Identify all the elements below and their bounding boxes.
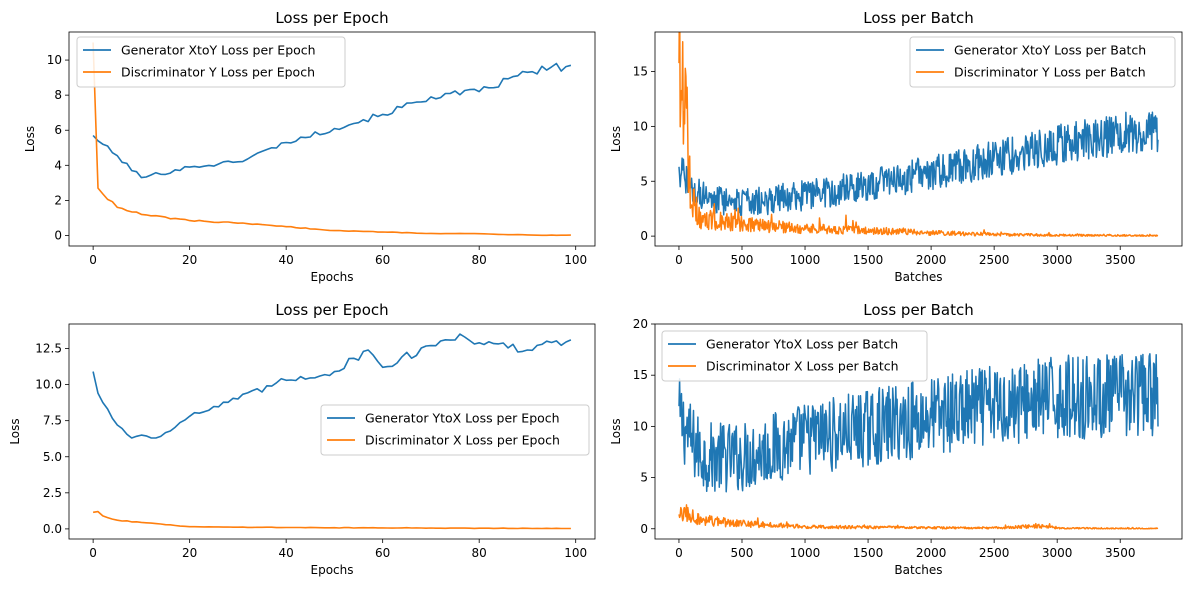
y-axis-label: Loss xyxy=(609,126,623,152)
x-tick-label: 100 xyxy=(564,546,587,560)
legend: Generator XtoY Loss per Batch Discriminat… xyxy=(909,36,1176,88)
x-tick-label: 1000 xyxy=(790,253,821,267)
chart-title: Loss per Batch xyxy=(863,301,973,319)
y-tick-label: 5.0 xyxy=(43,450,62,464)
y-tick-label: 15 xyxy=(633,368,648,382)
y-tick-label: 5 xyxy=(640,471,648,485)
chart-title: Loss per Epoch xyxy=(275,301,388,319)
x-tick-label: 80 xyxy=(472,546,487,560)
x-tick-label: 20 xyxy=(182,546,197,560)
x-tick-label: 2000 xyxy=(916,253,947,267)
y-tick-label: 10.0 xyxy=(35,378,62,392)
x-tick-label: 0 xyxy=(675,546,683,560)
x-tick-label: 2500 xyxy=(979,546,1010,560)
y-tick-label: 12.5 xyxy=(35,342,62,356)
axes-frame xyxy=(654,31,1183,247)
series-line-2 xyxy=(92,42,571,237)
x-tick-label: 100 xyxy=(564,253,587,267)
series-line-2 xyxy=(678,504,1159,530)
series-line-2 xyxy=(678,32,1159,237)
x-tick-label: 3000 xyxy=(1042,253,1073,267)
x-tick-label: 60 xyxy=(375,546,390,560)
y-tick-label: 6 xyxy=(54,123,62,137)
legend-box xyxy=(76,36,346,88)
x-tick-label: 3500 xyxy=(1105,253,1136,267)
legend-box xyxy=(909,36,1176,88)
x-axis-label: Epochs xyxy=(311,270,354,284)
y-tick-label: 0.0 xyxy=(43,522,62,536)
legend-label: Generator YtoX Loss per Batch xyxy=(706,337,898,352)
axes-frame xyxy=(654,323,1183,540)
x-tick-label: 2000 xyxy=(916,546,947,560)
x-tick-label: 3000 xyxy=(1042,546,1073,560)
y-tick-label: 7.5 xyxy=(43,414,62,428)
x-tick-label: 0 xyxy=(89,253,97,267)
chart-panel-2: 0 500 1000 1500 2000 2500 3000 3500 0 5 10 15 Loss p… xyxy=(609,9,1183,284)
legend: Generator XtoY Loss per Epoch Discriminat… xyxy=(76,36,346,88)
x-tick-label: 40 xyxy=(279,546,294,560)
y-tick-label: 8 xyxy=(54,88,62,102)
series-line-1 xyxy=(92,333,572,439)
x-tick-label: 1000 xyxy=(790,546,821,560)
y-tick-label: 4 xyxy=(54,158,62,172)
y-tick-label: 5 xyxy=(640,174,648,188)
series-line-1 xyxy=(92,62,572,179)
y-tick-label: 0 xyxy=(640,522,648,536)
x-tick-label: 40 xyxy=(279,253,294,267)
legend-box xyxy=(661,330,928,382)
y-tick-label: 0 xyxy=(54,228,62,242)
y-axis-label: Loss xyxy=(8,418,22,444)
y-tick-label: 10 xyxy=(633,419,648,433)
y-axis-label: Loss xyxy=(609,418,623,444)
legend-label: Discriminator Y Loss per Batch xyxy=(954,65,1146,80)
legend: Generator YtoX Loss per Epoch Discriminat… xyxy=(320,404,590,456)
x-tick-label: 20 xyxy=(182,253,197,267)
x-tick-label: 3500 xyxy=(1105,546,1136,560)
y-tick-label: 10 xyxy=(633,119,648,133)
x-tick-label: 500 xyxy=(731,546,754,560)
chart-panel-1: 0 20 40 60 80 100 0 2 4 6 8 10 Loss per Epoch Epochs L… xyxy=(23,9,596,284)
y-axis-label: Loss xyxy=(23,126,37,152)
chart-panel-3: 0 20 40 60 80 100 0.0 2.5 5.0 7.5 10.0 12.5 Loss per… xyxy=(8,301,596,577)
y-tick-label: 15 xyxy=(633,65,648,79)
x-tick-label: 80 xyxy=(472,253,487,267)
legend-box xyxy=(320,404,590,456)
x-tick-label: 1500 xyxy=(853,546,884,560)
series-line-2 xyxy=(92,510,571,530)
legend-label: Discriminator Y Loss per Epoch xyxy=(121,65,315,80)
x-axis-label: Batches xyxy=(894,270,942,284)
legend-label: Discriminator X Loss per Batch xyxy=(706,359,899,374)
legend: Generator YtoX Loss per Batch Discriminat… xyxy=(661,330,928,382)
legend-label: Generator XtoY Loss per Epoch xyxy=(121,43,316,58)
y-tick-label: 0 xyxy=(640,229,648,243)
y-tick-label: 2.5 xyxy=(43,486,62,500)
series-line-1 xyxy=(678,111,1159,217)
legend-label: Discriminator X Loss per Epoch xyxy=(365,433,560,448)
x-tick-label: 60 xyxy=(375,253,390,267)
y-tick-label: 2 xyxy=(54,193,62,207)
x-tick-label: 0 xyxy=(89,546,97,560)
axes-frame xyxy=(68,31,596,247)
x-axis-label: Batches xyxy=(894,563,942,577)
x-tick-label: 2500 xyxy=(979,253,1010,267)
legend-label: Generator YtoX Loss per Epoch xyxy=(365,411,560,426)
chart-panel-4: 0 500 1000 1500 2000 2500 3000 3500 0 5 10 15 20 Loss… xyxy=(609,301,1183,577)
y-tick-label: 20 xyxy=(633,317,648,331)
y-tick-label: 10 xyxy=(47,53,62,67)
x-tick-label: 1500 xyxy=(853,253,884,267)
chart-title: Loss per Batch xyxy=(863,9,973,27)
legend-label: Generator XtoY Loss per Batch xyxy=(954,43,1146,58)
chart-title: Loss per Epoch xyxy=(275,9,388,27)
x-tick-label: 500 xyxy=(731,253,754,267)
x-axis-label: Epochs xyxy=(311,563,354,577)
x-tick-label: 0 xyxy=(675,253,683,267)
axes-frame xyxy=(68,323,596,540)
series-line-1 xyxy=(678,353,1159,493)
